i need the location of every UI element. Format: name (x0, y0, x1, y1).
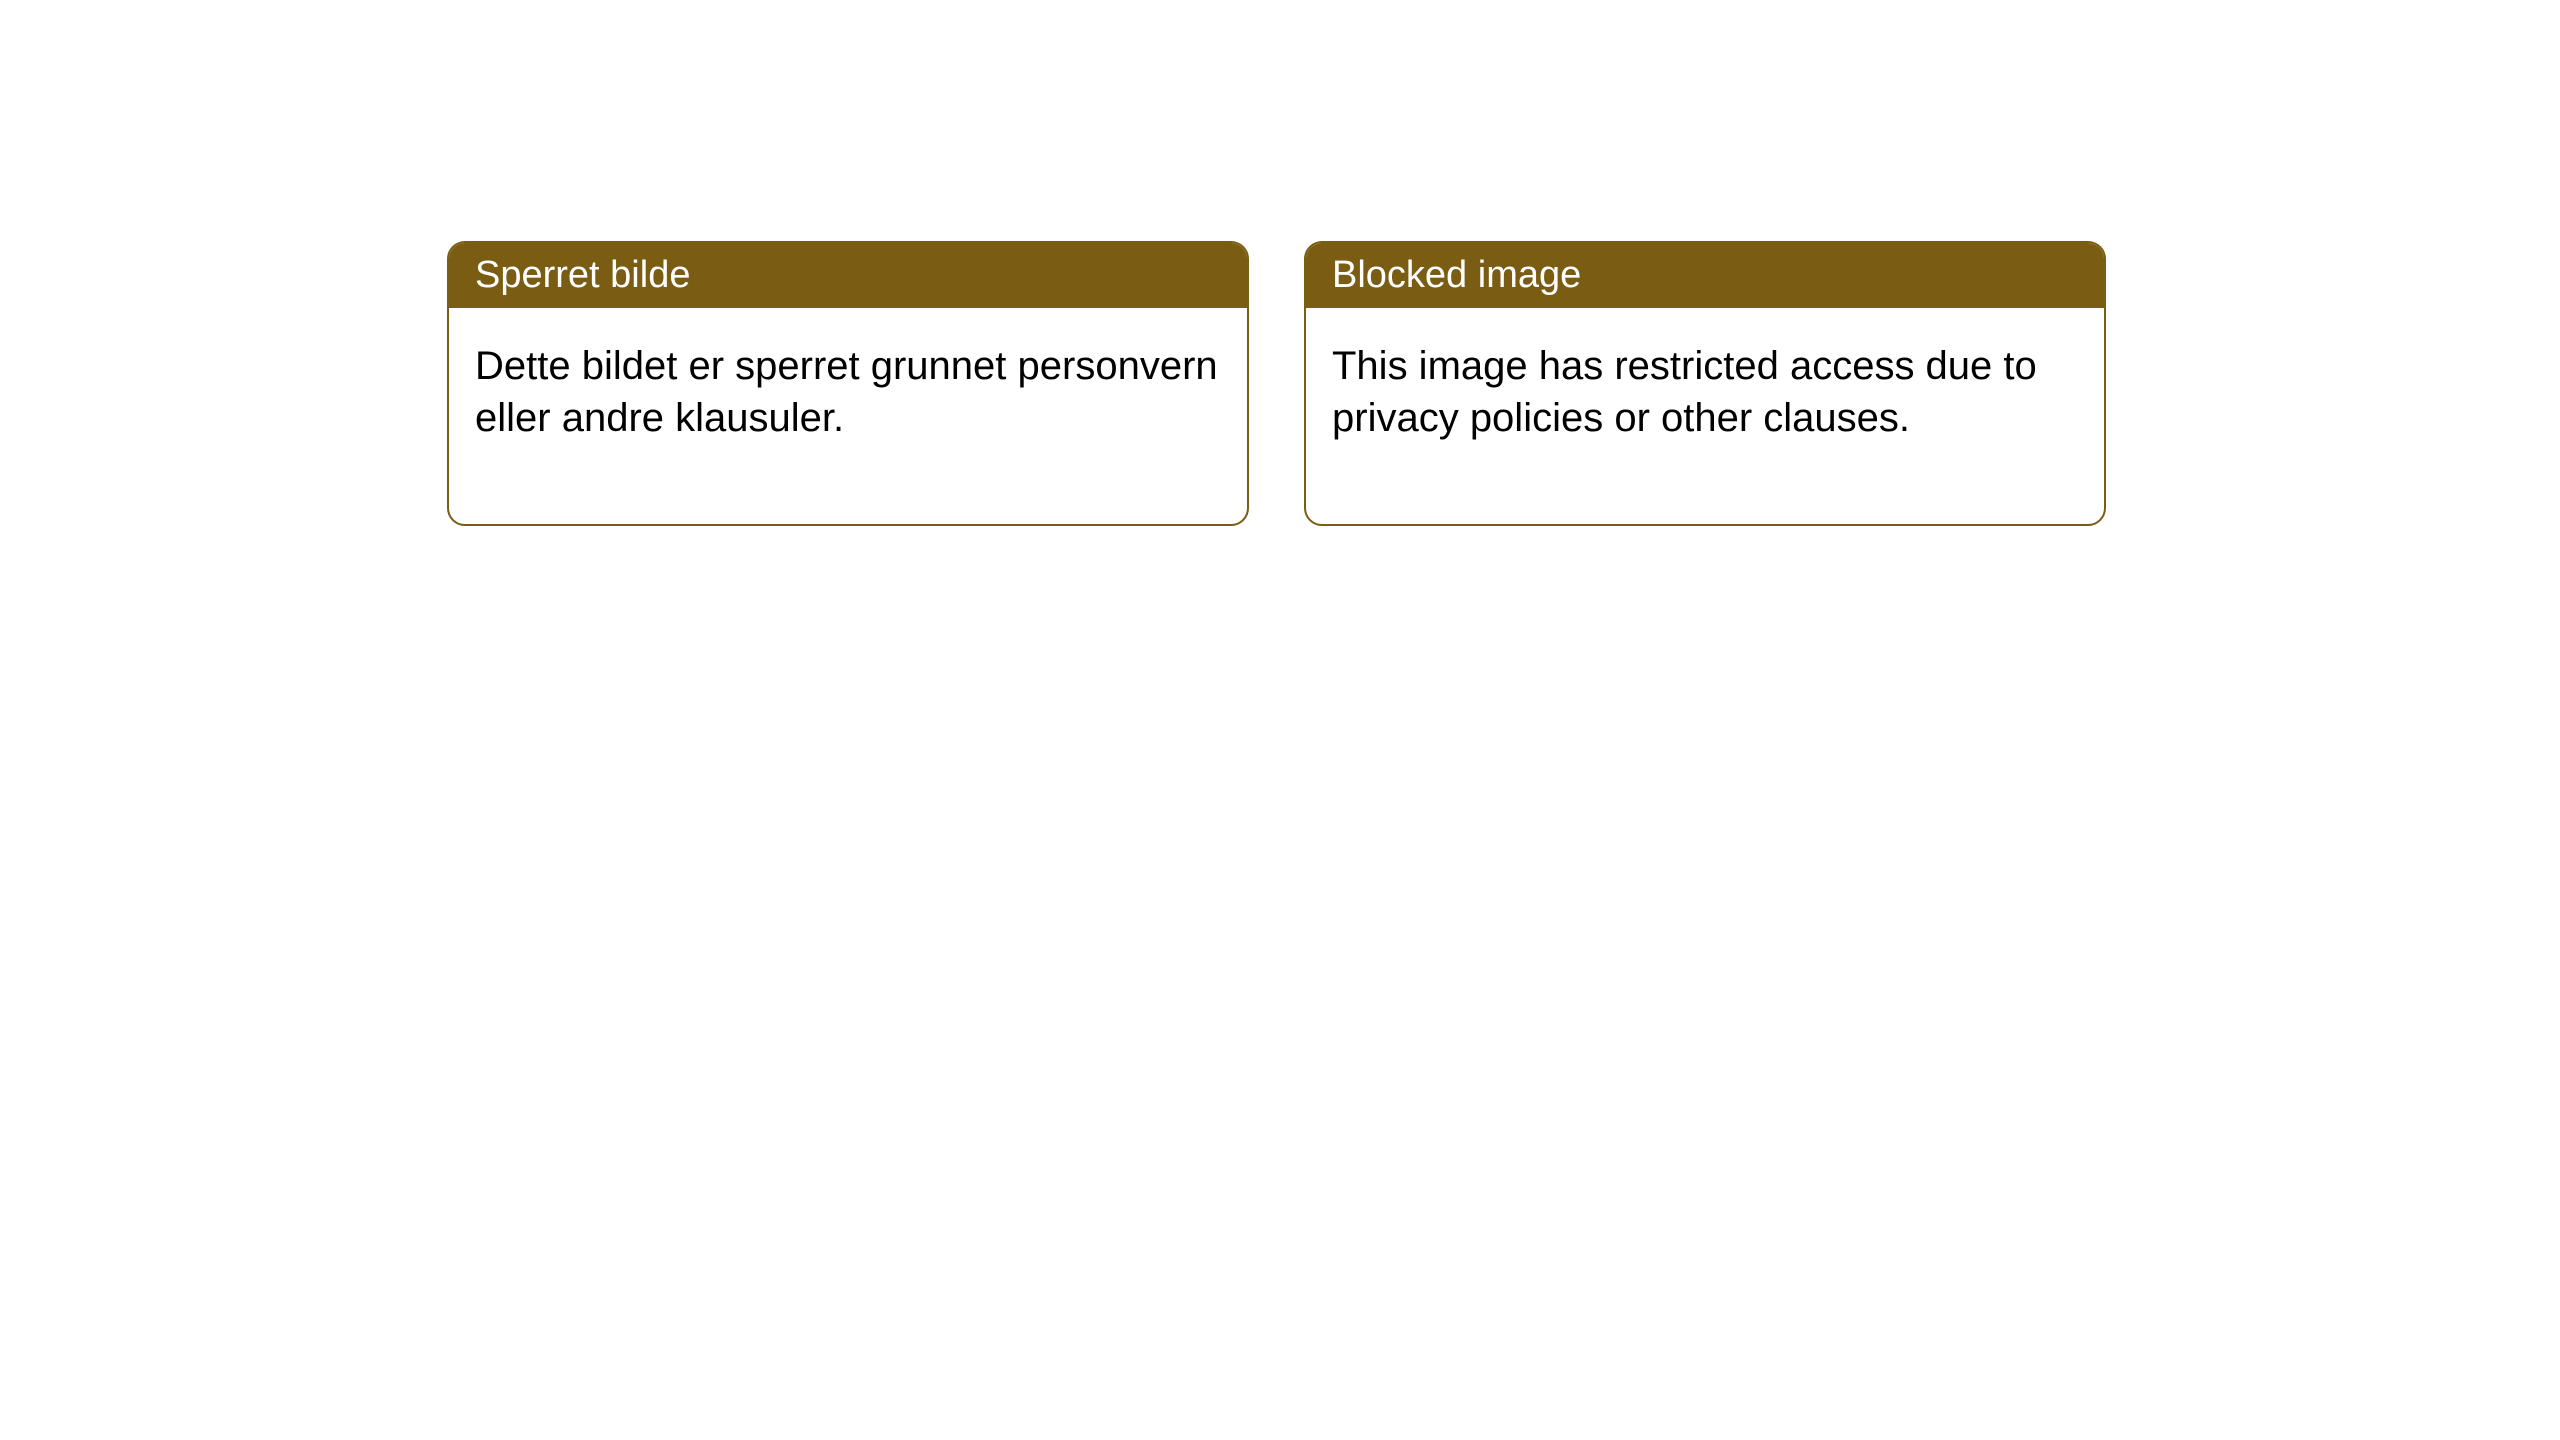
notice-body-no: Dette bildet er sperret grunnet personve… (449, 308, 1247, 524)
notice-header-en: Blocked image (1306, 243, 2104, 308)
notice-card-no: Sperret bilde Dette bildet er sperret gr… (447, 241, 1249, 526)
notice-card-en: Blocked image This image has restricted … (1304, 241, 2106, 526)
notice-body-en: This image has restricted access due to … (1306, 308, 2104, 524)
notice-container: Sperret bilde Dette bildet er sperret gr… (447, 241, 2106, 526)
notice-header-no: Sperret bilde (449, 243, 1247, 308)
